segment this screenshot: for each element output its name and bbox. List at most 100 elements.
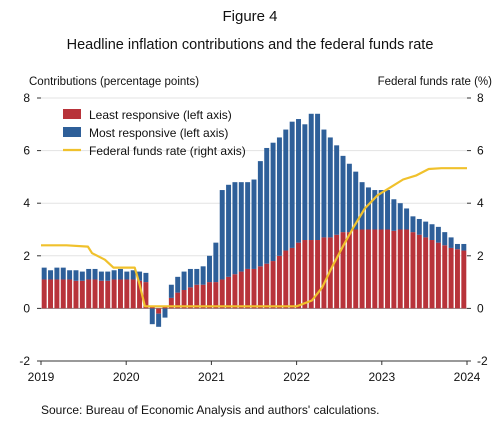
bar-most-5 [73,270,79,281]
bar-least-4 [67,279,73,309]
bar-least-65 [454,249,460,309]
bar-least-35 [264,263,270,309]
bar-least-63 [442,245,448,309]
bar-least-10 [105,280,111,309]
chart-title: Headline inflation contributions and the… [67,37,434,53]
legend: Least responsive (left axis) Most respon… [63,108,246,158]
bar-least-0 [41,279,47,309]
bar-most-61 [429,224,435,241]
bar-most-12 [117,268,123,280]
bar-least-21 [175,292,181,309]
bar-most-45 [327,137,333,238]
bar-most-6 [79,271,85,281]
bar-least-25 [200,284,206,309]
right-axis-title: Federal funds rate (%) [378,76,493,88]
left-tick-label-5: 8 [23,91,30,105]
bar-least-7 [86,279,92,309]
bar-least-48 [346,232,352,309]
bar-most-23 [187,268,193,288]
bar-most-22 [181,271,187,290]
bar-least-42 [308,240,314,309]
bar-most-9 [98,271,104,281]
legend-label-most: Most responsive (left axis) [89,126,228,140]
bar-most-43 [315,113,321,241]
bar-most-63 [442,232,448,246]
left-tick-label-2: 2 [23,249,30,263]
right-axis-ticks: -2 0 2 4 6 8 [467,91,488,368]
bar-least-61 [429,240,435,309]
bar-most-44 [321,129,327,238]
bar-least-8 [92,279,98,309]
bar-most-7 [86,268,92,280]
bar-most-3 [60,267,66,280]
bar-most-28 [219,190,225,280]
bar-least-37 [276,255,282,309]
bar-least-30 [232,274,238,309]
bar-most-11 [111,270,117,280]
bar-most-66 [461,243,467,251]
bar-most-56 [397,203,403,230]
bar-most-24 [194,268,200,285]
bar-least-24 [194,284,200,309]
left-tick-label-0: -2 [19,354,30,368]
x-tick-label-0: 2019 [28,370,55,384]
bar-most-4 [67,270,73,280]
bar-least-18 [156,308,162,314]
bar-most-27 [213,242,219,283]
bar-most-15 [137,271,143,281]
bar-most-53 [378,190,384,230]
bar-least-14 [130,279,136,309]
x-axis-ticks: 2019 2020 2021 2022 2023 2024 [28,360,481,384]
rate-line-layer [41,167,467,308]
bar-least-51 [365,229,371,309]
figure-label: Figure 4 [222,8,277,25]
bar-most-60 [423,221,429,238]
bar-least-11 [111,279,117,309]
bar-most-25 [200,266,206,285]
bar-least-6 [79,280,85,309]
bar-least-26 [207,282,212,309]
bar-least-53 [378,229,384,309]
bar-most-29 [226,184,232,277]
left-axis-title: Contributions (percentage points) [29,76,199,88]
left-axis-ticks: -2 0 2 4 6 8 [19,91,41,368]
bar-least-15 [137,280,143,309]
x-tick-label-3: 2022 [283,370,310,384]
bar-least-62 [435,242,441,309]
bar-least-58 [410,232,416,309]
bar-least-5 [73,280,79,309]
bar-most-59 [416,218,422,235]
bar-least-66 [461,250,467,309]
bar-most-41 [302,124,308,241]
bar-least-64 [448,247,454,309]
bar-least-16 [143,282,149,309]
bar-most-64 [448,237,454,248]
bar-most-48 [346,163,352,233]
bar-most-46 [334,145,340,235]
bar-least-27 [213,282,219,309]
bar-least-60 [423,237,429,309]
bar-most-21 [175,276,181,293]
bar-least-19 [162,307,168,309]
bar-most-13 [124,271,130,280]
bar-least-34 [257,266,263,309]
bar-least-29 [226,276,232,309]
right-tick-label-3: 4 [477,196,484,210]
left-tick-label-4: 6 [23,144,30,158]
bar-least-17 [149,307,155,309]
bar-most-65 [454,243,460,250]
bar-least-47 [340,232,346,309]
right-tick-label-5: 8 [477,91,484,105]
bar-most-36 [270,142,276,262]
bar-most-62 [435,226,441,243]
bar-most-20 [168,284,174,298]
bar-most-35 [264,147,270,264]
legend-swatch-most [63,127,81,137]
bar-most-10 [105,271,111,281]
bar-least-3 [60,279,66,309]
x-tick-label-4: 2023 [368,370,395,384]
bar-most-52 [372,190,378,230]
bar-least-44 [321,237,327,309]
bar-most-55 [391,199,397,231]
